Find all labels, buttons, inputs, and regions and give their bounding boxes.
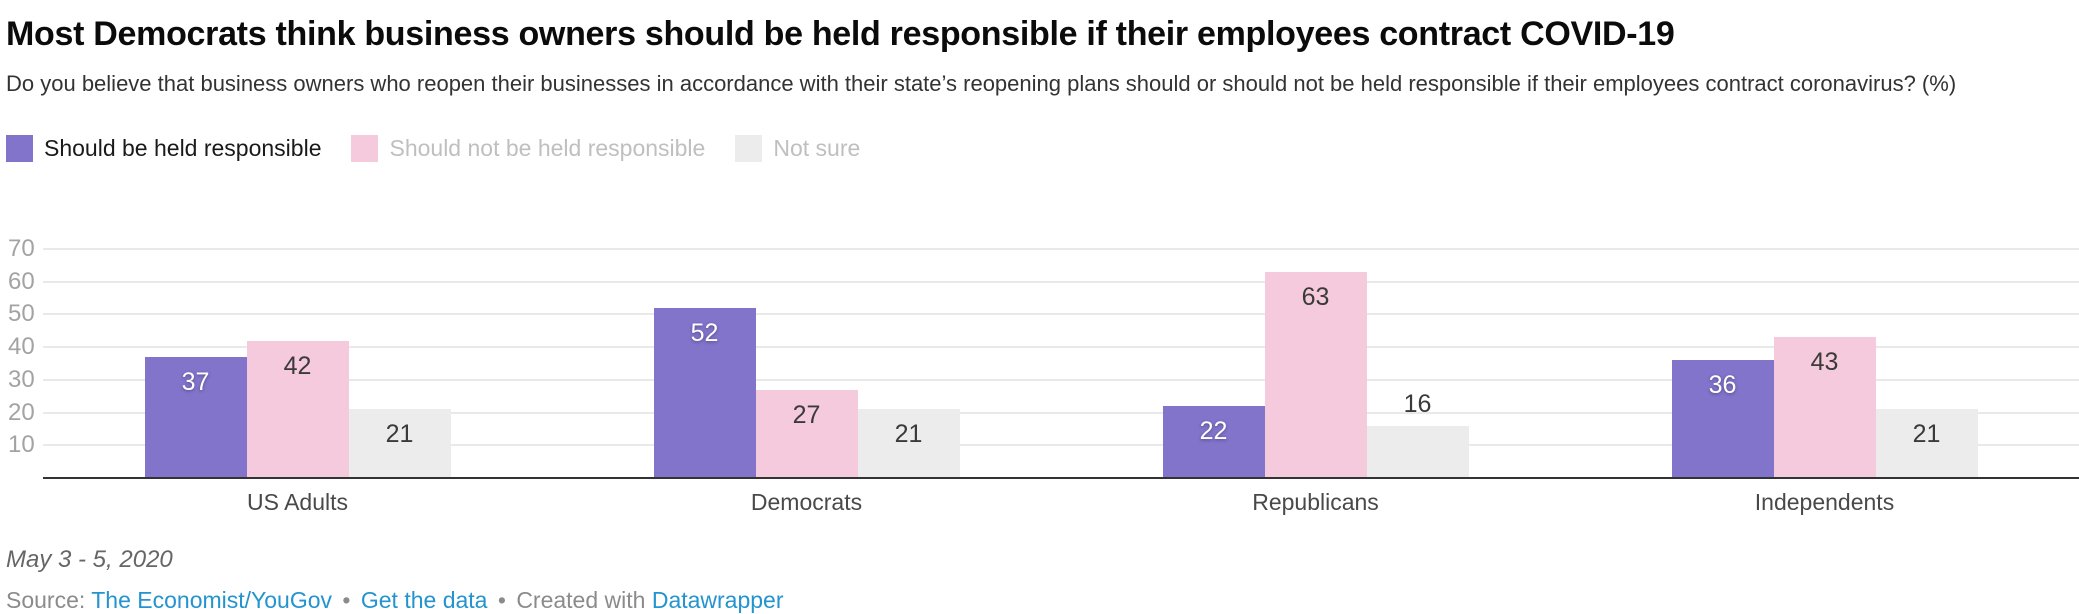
separator-dot: • [497, 587, 506, 613]
bar: 36 [1671, 360, 1774, 478]
bar-value-label: 42 [283, 351, 312, 380]
bar: 21 [857, 409, 960, 478]
category-label: Independents [1754, 489, 1895, 515]
bar-groups: 37 42 21 52 27 21 22 63 16 36 43 21 [43, 237, 2079, 478]
bar-value-label: 43 [1810, 348, 1839, 377]
legend-item[interactable]: Not sure [735, 134, 861, 162]
bar: 21 [1875, 409, 1978, 478]
gridline [43, 411, 2079, 414]
bar: 22 [1162, 406, 1265, 478]
gridline [43, 378, 2079, 381]
bar-group-independents: 36 43 21 [1570, 237, 2079, 478]
datawrapper-link[interactable]: Datawrapper [651, 587, 784, 613]
legend-label: Should not be held responsible [389, 134, 706, 161]
legend-swatch-icon [6, 134, 33, 162]
get-data-link[interactable]: Get the data [360, 587, 488, 613]
gridline [43, 346, 2079, 349]
bar-group-republicans: 22 63 16 [1061, 237, 1570, 478]
y-axis-tick-label: 70 [8, 235, 35, 262]
legend-label: Should be held responsible [44, 134, 322, 161]
bar-value-label: 16 [1403, 389, 1432, 418]
source-link[interactable]: The Economist/YouGov [91, 587, 333, 613]
bar: 52 [653, 307, 756, 478]
bar: 27 [755, 389, 858, 478]
category-label: Democrats [750, 489, 863, 515]
bar-value-label: 37 [181, 367, 210, 396]
y-axis-tick-label: 40 [8, 333, 35, 361]
chart-header: Most Democrats think business owners sho… [0, 0, 2079, 99]
category-label: Republicans [1252, 489, 1379, 515]
bar-value-label: 63 [1301, 282, 1330, 311]
y-axis-tick-label: 20 [8, 398, 35, 426]
y-axis-tick-label: 30 [8, 365, 35, 393]
y-axis-tick-label: 60 [8, 267, 35, 295]
bar-group-democrats: 52 27 21 [552, 237, 1061, 478]
bar-value-label: 52 [690, 318, 719, 347]
bar: 42 [246, 340, 349, 478]
separator-dot: • [342, 587, 351, 613]
bar-value-label: 27 [792, 400, 821, 429]
gridline [43, 248, 2079, 250]
date-note: May 3 - 5, 2020 [6, 546, 173, 573]
chart-subtitle: Do you believe that business owners who … [6, 71, 1957, 96]
category-axis: US Adults Democrats Republicans Independent… [43, 489, 2079, 516]
x-axis-baseline [43, 477, 2079, 479]
created-with-label: Created with [516, 587, 646, 613]
legend-item[interactable]: Should not be held responsible [351, 134, 706, 162]
gridline [43, 280, 2079, 283]
bar: 16 [1366, 390, 1469, 478]
legend-swatch-icon [351, 134, 379, 162]
bar-value-label: 36 [1708, 371, 1737, 400]
y-axis-tick-label: 50 [8, 300, 35, 328]
bar-group-us-adults: 37 42 21 [43, 237, 552, 478]
chart-footer: May 3 - 5, 2020 Source: The Economist/Yo… [6, 546, 784, 614]
source-line: Source: The Economist/YouGov • Get the d… [6, 587, 784, 614]
legend-swatch-icon [735, 134, 763, 162]
y-axis-tick-label: 10 [8, 431, 35, 459]
bar-value-label: 21 [385, 420, 414, 449]
chart-title: Most Democrats think business owners sho… [6, 15, 1675, 53]
legend-item[interactable]: Should be held responsible [6, 134, 322, 162]
bar: 37 [144, 356, 247, 478]
category-label: US Adults [247, 489, 348, 515]
gridline [43, 444, 2079, 447]
bar: 63 [1264, 271, 1367, 478]
plot-area: 10 20 30 40 50 60 70 37 42 21 52 27 21 22 63 16 36 43 21 [0, 235, 2079, 479]
legend: Should be held responsible Should not be … [0, 133, 2079, 163]
bar: 43 [1773, 337, 1876, 478]
bar-value-label: 21 [1912, 420, 1941, 449]
gridline [43, 313, 2079, 316]
bar: 21 [348, 409, 451, 478]
bar-value-label: 22 [1199, 417, 1228, 446]
legend-label: Not sure [773, 134, 861, 161]
bar-value-label: 21 [894, 420, 923, 449]
source-label: Source: [6, 587, 86, 613]
